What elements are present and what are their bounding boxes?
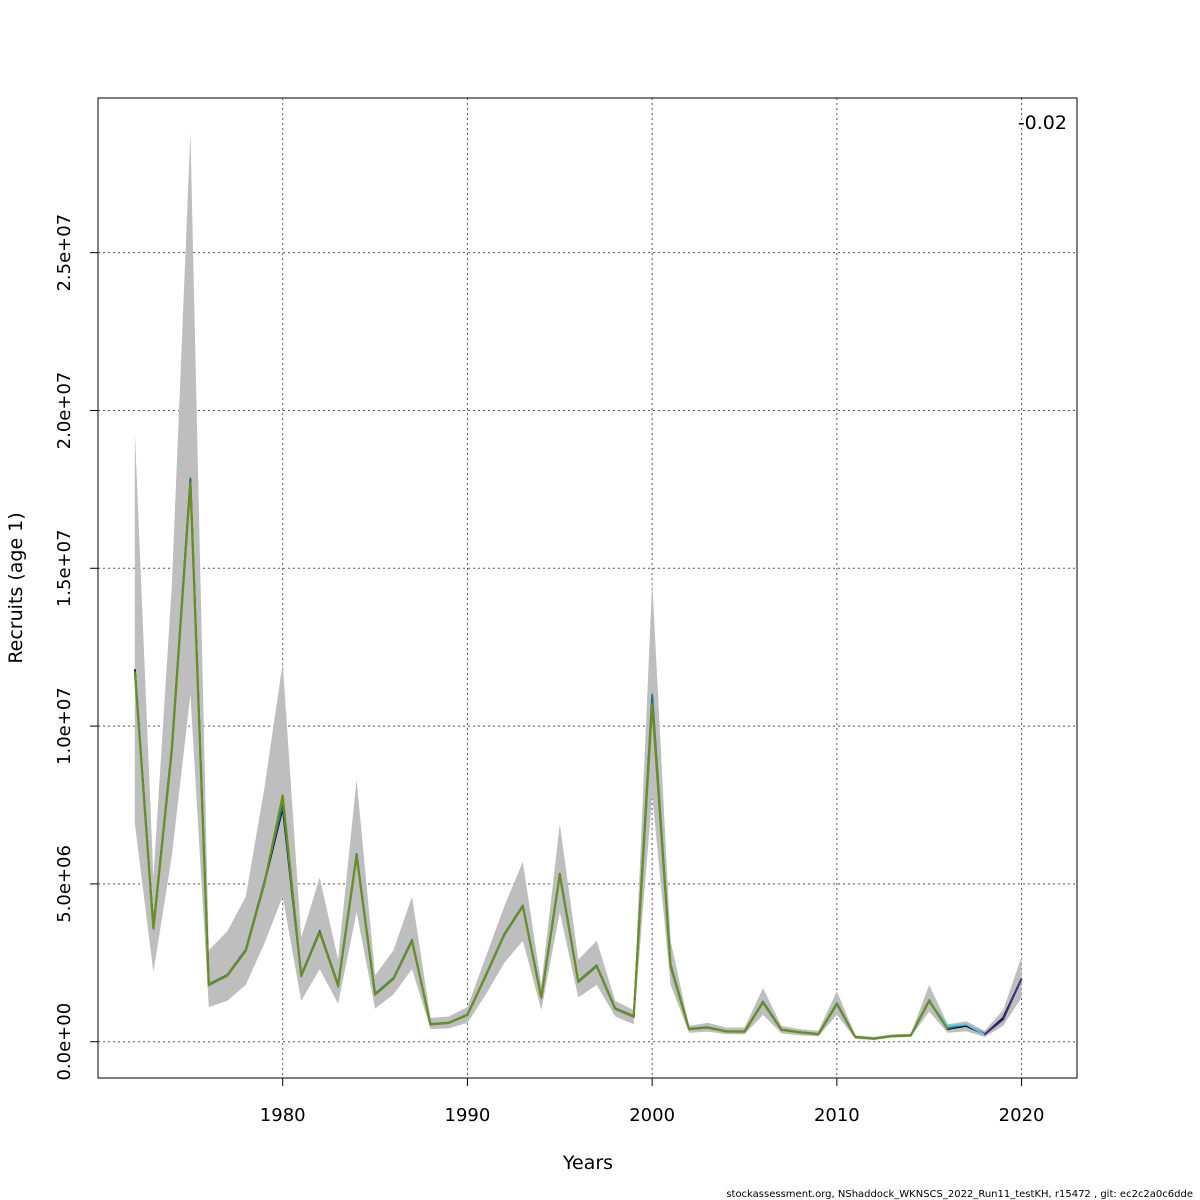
y-tick-label: 0.0e+00 <box>54 1003 75 1081</box>
corner-annotation: -0.02 <box>1018 112 1067 134</box>
y-tick-label: 1.0e+07 <box>54 687 75 765</box>
series-line-1 <box>134 478 1023 1040</box>
x-axis-title: Years <box>562 1152 613 1174</box>
x-tick-label: 2020 <box>999 1105 1045 1126</box>
y-tick-label: 2.0e+07 <box>54 372 75 450</box>
y-axis-title: Recruits (age 1) <box>5 512 27 663</box>
x-tick-label: 2010 <box>814 1105 860 1126</box>
series-lines-layer <box>133 477 1023 1040</box>
x-tick-label: 1990 <box>445 1105 491 1126</box>
y-tick-label: 1.5e+07 <box>54 529 75 607</box>
y-axis: 0.0e+00 5.0e+06 1.0e+07 1.5e+07 2.0e+07 2.5e+… <box>54 214 98 1081</box>
x-axis: 1980 1990 2000 2010 2020 <box>260 1078 1045 1126</box>
grid-lines <box>98 98 1077 1078</box>
y-tick-label: 5.0e+06 <box>54 845 75 923</box>
confidence-band <box>134 132 1022 1041</box>
x-tick-label: 2000 <box>629 1105 675 1126</box>
series-line-5 <box>133 482 949 1040</box>
y-tick-label: 2.5e+07 <box>54 214 75 292</box>
series-line-2 <box>134 477 985 1040</box>
series-line-4 <box>984 978 1023 1036</box>
plot-frame <box>97 97 1078 1079</box>
x-tick-label: 1980 <box>260 1105 306 1126</box>
footer-credit: stockassessment.org, NShaddock_WKNSCS_20… <box>726 1189 1193 1200</box>
confidence-band-layer <box>134 132 1022 1041</box>
